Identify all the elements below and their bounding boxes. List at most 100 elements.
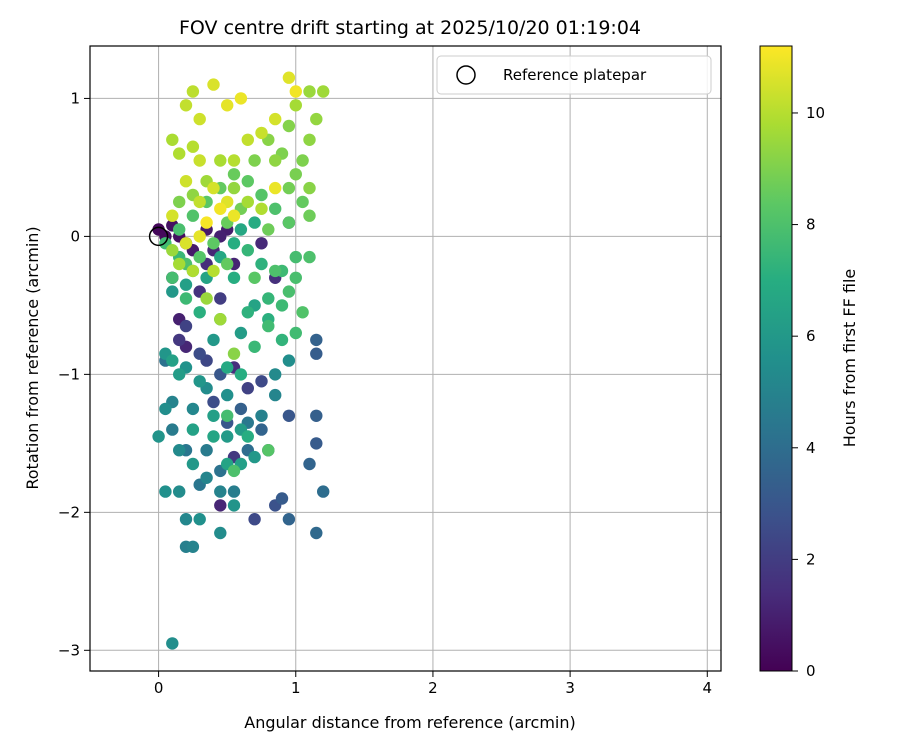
scatter-point xyxy=(289,250,302,264)
scatter-point xyxy=(248,154,261,167)
scatter-point xyxy=(310,526,323,540)
scatter-point xyxy=(207,78,220,91)
scatter-point xyxy=(303,250,316,264)
scatter-point xyxy=(166,285,179,298)
scatter-point xyxy=(317,85,330,98)
colorbar-tick-label: 10 xyxy=(806,104,825,122)
scatter-point xyxy=(227,181,241,195)
scatter-point xyxy=(179,99,193,112)
scatter-point xyxy=(173,195,186,209)
scatter-point xyxy=(282,409,296,422)
scatter-point xyxy=(193,347,206,360)
scatter-point xyxy=(221,99,234,112)
legend-label: Reference platepar xyxy=(503,66,647,84)
scatter-point xyxy=(193,306,206,319)
scatter-point xyxy=(269,181,282,195)
scatter-point xyxy=(282,71,296,84)
scatter-point xyxy=(255,126,268,140)
scatter-point xyxy=(255,375,268,388)
colorbar-ticks: 0 2 4 6 8 10 xyxy=(792,104,825,680)
scatter-point xyxy=(248,216,261,229)
scatter-point xyxy=(186,402,200,416)
scatter-point xyxy=(166,209,179,222)
scatter-point xyxy=(214,526,227,540)
scatter-point xyxy=(166,354,179,367)
scatter-point xyxy=(227,237,241,250)
scatter-point xyxy=(173,368,186,381)
scatter-point xyxy=(241,195,254,209)
scatter-point xyxy=(227,154,241,167)
scatter-point xyxy=(282,216,296,229)
scatter-point xyxy=(227,271,241,284)
scatter-point xyxy=(221,430,234,443)
scatter-point xyxy=(227,485,241,498)
scatter-point xyxy=(193,230,206,243)
scatter-point xyxy=(241,430,254,443)
x-tick-label: 0 xyxy=(154,679,164,697)
scatter-point xyxy=(193,154,206,167)
scatter-point xyxy=(193,112,206,126)
scatter-point xyxy=(255,188,268,202)
scatter-point xyxy=(234,92,248,105)
scatter-point xyxy=(234,402,248,416)
scatter-point xyxy=(241,175,254,188)
scatter-point xyxy=(289,168,302,181)
scatter-point xyxy=(227,347,241,360)
scatter-point xyxy=(262,319,275,333)
scatter-point xyxy=(166,637,179,650)
scatter-point xyxy=(193,250,206,264)
scatter-point xyxy=(234,368,248,381)
scatter-point xyxy=(262,292,275,305)
scatter-point xyxy=(248,340,261,353)
scatter-point xyxy=(296,195,309,209)
scatter-point xyxy=(282,181,296,195)
scatter-point xyxy=(186,85,200,98)
scatter-point xyxy=(248,513,261,526)
x-tick-label: 3 xyxy=(565,679,575,697)
scatter-point xyxy=(173,147,186,160)
plot-frame xyxy=(89,45,722,672)
scatter-point xyxy=(207,237,220,250)
scatter-point xyxy=(166,423,179,436)
scatter-point xyxy=(241,306,254,319)
scatter-point xyxy=(275,492,289,505)
scatter-point xyxy=(303,85,316,98)
scatter-point xyxy=(200,471,213,484)
scatter-point xyxy=(173,223,186,236)
legend: Reference platepar xyxy=(436,55,712,95)
scatter-point xyxy=(214,292,227,305)
colorbar-tick-label: 0 xyxy=(806,662,816,680)
scatter-point xyxy=(310,409,323,422)
scatter-point xyxy=(269,112,282,126)
colorbar-tick-label: 6 xyxy=(806,327,816,345)
scatter-point xyxy=(214,485,227,498)
chart-title: FOV centre drift starting at 2025/10/20 … xyxy=(179,17,641,39)
scatter-point xyxy=(207,409,220,422)
scatter-point xyxy=(179,175,193,188)
scatter-point xyxy=(255,409,268,422)
y-tick-label: −3 xyxy=(58,641,80,659)
scatter-point xyxy=(310,112,323,126)
y-tick-label: −1 xyxy=(58,365,80,383)
scatter-point xyxy=(179,278,193,291)
x-axis-label: Angular distance from reference (arcmin) xyxy=(244,713,575,732)
y-tick-label: 0 xyxy=(70,227,80,245)
scatter-point xyxy=(289,271,302,284)
scatter-point xyxy=(200,216,213,229)
scatter-point xyxy=(289,85,302,98)
scatter-point xyxy=(193,195,206,209)
scatter-point xyxy=(221,257,234,271)
scatter-point xyxy=(248,271,261,284)
legend-marker-open-circle xyxy=(456,65,476,85)
scatter-point xyxy=(179,319,193,333)
scatter-point xyxy=(310,347,323,360)
scatter-point xyxy=(221,409,234,422)
scatter-point xyxy=(214,154,227,167)
scatter-point xyxy=(275,333,289,347)
scatter-point xyxy=(186,140,200,153)
scatter-point xyxy=(166,133,179,146)
scatter-point xyxy=(282,119,296,133)
scatter-point xyxy=(262,444,275,457)
scatter-point xyxy=(173,485,186,498)
scatter-point xyxy=(214,202,227,215)
